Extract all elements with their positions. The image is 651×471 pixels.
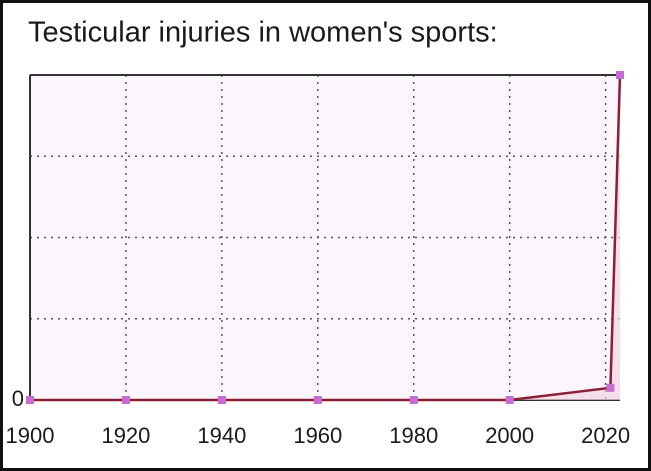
x-tick-label: 1920 — [101, 423, 150, 448]
chart-title: Testicular injuries in women's sports: — [28, 17, 498, 49]
marker — [313, 396, 322, 404]
marker — [606, 383, 615, 392]
marker — [505, 396, 514, 404]
marker — [616, 71, 624, 79]
x-tick-label: 1960 — [293, 423, 342, 448]
x-tick-label: 2020 — [581, 423, 630, 448]
marker — [26, 396, 34, 404]
x-tick-label: 1900 — [6, 423, 55, 448]
x-tick-label: 2000 — [485, 423, 534, 448]
y-tick-label: 0 — [12, 386, 24, 411]
marker — [217, 396, 226, 404]
marker — [409, 396, 418, 404]
marker — [121, 396, 130, 404]
x-tick-label: 1980 — [389, 423, 438, 448]
x-tick-label: 1940 — [197, 423, 246, 448]
line — [30, 74, 622, 402]
